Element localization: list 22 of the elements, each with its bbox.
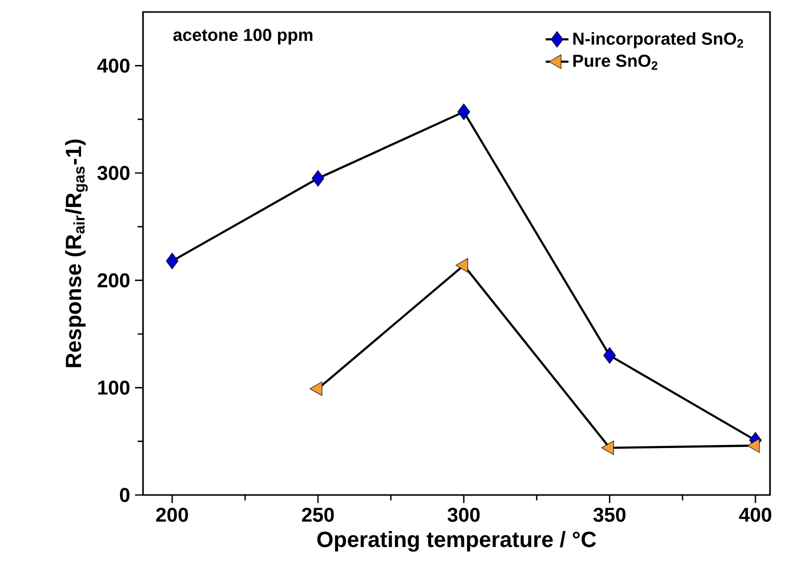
point — [456, 258, 468, 272]
point — [166, 252, 178, 270]
y-tick-label: 100 — [98, 380, 130, 395]
point — [312, 170, 324, 187]
point — [747, 438, 760, 453]
legend-label: Pure SnO$_{2}$ — [573, 54, 658, 70]
x-axis-title: Operating temperature / °C — [317, 531, 596, 552]
point — [458, 104, 470, 120]
y-tick-label: 400 — [97, 58, 130, 73]
legend-label: N-incorporated SnO$_{2}$ — [573, 32, 744, 48]
y-tick-label: 200 — [98, 273, 130, 288]
x-tick-label: 400 — [739, 508, 772, 522]
y-tick-label: 0 — [120, 488, 130, 502]
point — [601, 440, 614, 455]
point — [603, 347, 616, 364]
x-tick-label: 350 — [593, 508, 626, 522]
y-axis-title: Response (R$_{air}$/R$_{gas}$-1) — [65, 140, 88, 368]
x-tick-label: 250 — [302, 508, 334, 522]
annotation: acetone 100 ppm — [173, 28, 312, 44]
x-tick-label: 300 — [448, 508, 480, 522]
x-tick-label: 200 — [156, 508, 188, 522]
y-tick-label: 300 — [97, 166, 130, 180]
